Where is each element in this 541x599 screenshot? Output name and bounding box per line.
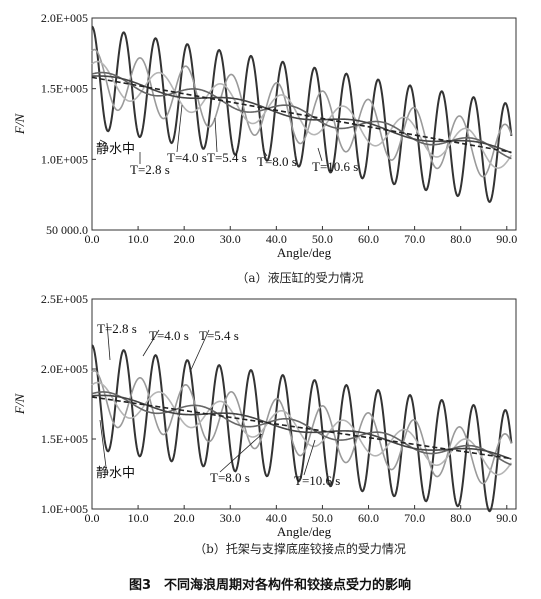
x-tick-label: 40.0	[266, 232, 287, 246]
plot-frame	[91, 298, 517, 510]
annotation-leader	[303, 439, 316, 476]
annotation-label: T=5.4 s	[207, 150, 247, 165]
y-tick-label: 1.5E+005	[41, 432, 88, 446]
annotation-leader	[99, 139, 107, 144]
series-line-1	[91, 344, 513, 513]
annotation-label: T=2.8 s	[130, 162, 170, 177]
annotation-leader	[142, 329, 160, 357]
y-tick-label: 2.0E+005	[41, 362, 88, 376]
caption-a: （a）液压缸的受力情况	[236, 270, 363, 285]
series-line-4	[91, 71, 512, 160]
y-tick-label: 50 000.0	[46, 223, 88, 237]
x-tick-label: 50.0	[312, 232, 333, 246]
series-line-0	[91, 396, 512, 460]
x-axis-label: Angle/deg	[277, 524, 332, 539]
annotation-label: 静水中	[96, 465, 135, 480]
x-tick-label: 50.0	[312, 511, 333, 525]
annotation-leader	[99, 419, 107, 468]
x-axis-label: Angle/deg	[277, 245, 332, 260]
series-line-2	[91, 48, 513, 178]
x-tick-label: 30.0	[220, 232, 241, 246]
x-tick-label: 90.0	[496, 511, 517, 525]
annotation-leader	[106, 322, 111, 361]
x-tick-label: 90.0	[496, 232, 517, 246]
x-tick-label: 70.0	[404, 232, 425, 246]
series-line-3	[91, 381, 513, 476]
annotation-leader	[219, 433, 263, 473]
figure-caption: 图3 不同海浪周期对各构件和铰接点受力的影响	[129, 577, 411, 593]
series-line-0	[91, 76, 512, 154]
annotation-label: 静水中	[96, 141, 135, 156]
x-tick-label: 0.0	[85, 232, 100, 246]
annotation-label: T=8.0 s	[210, 470, 250, 485]
annotation-label: T=5.4 s	[199, 328, 239, 343]
annotation-label: T=10.6 s	[312, 159, 358, 174]
series-line-4	[91, 391, 512, 466]
x-tick-label: 10.0	[128, 511, 149, 525]
y-axis-label: F/N	[12, 113, 27, 136]
series-line-5	[91, 394, 512, 460]
y-tick-label: 1.0E+005	[41, 502, 88, 516]
annotation-label: T=4.0 s	[149, 328, 189, 343]
annotation-leader	[262, 149, 268, 157]
x-tick-label: 80.0	[450, 511, 471, 525]
y-axis-label: F/N	[12, 393, 27, 416]
series-line-5	[91, 75, 512, 154]
annotation-leader	[189, 329, 210, 373]
caption-b: （b）托架与支撑底座铰接点的受力情况	[194, 541, 406, 556]
x-tick-label: 30.0	[220, 511, 241, 525]
annotation-label: T=2.8 s	[97, 321, 137, 336]
panel-b: 0.0 10.0 20.0 30.0 40.0 50.0 60.0 70.0 80.0 90.0 1…	[12, 292, 517, 539]
annotation-label: T=8.0 s	[257, 154, 297, 169]
series-line-3	[91, 60, 513, 169]
x-tick-label: 20.0	[174, 232, 195, 246]
y-tick-label: 1.5E+005	[41, 82, 88, 96]
annotation-label: T=10.6 s	[294, 473, 340, 488]
x-tick-label: 60.0	[358, 511, 379, 525]
x-tick-label: 10.0	[128, 232, 149, 246]
y-tick-label: 2.0E+005	[41, 11, 88, 25]
x-tick-label: 0.0	[85, 511, 100, 525]
y-tick-label: 1.0E+005	[41, 152, 88, 166]
y-tick-label: 2.5E+005	[41, 292, 88, 306]
x-tick-label: 80.0	[450, 232, 471, 246]
x-tick-label: 40.0	[266, 511, 287, 525]
annotation-leader	[214, 117, 218, 153]
annotation-leader	[176, 104, 183, 153]
x-tick-label: 70.0	[404, 511, 425, 525]
series-line-2	[91, 370, 513, 485]
annotation-leader	[317, 147, 323, 162]
x-tick-label: 60.0	[358, 232, 379, 246]
panel-a: 0.0 10.0 20.0 30.0 40.0 50.0 60.0 70.0 80.0 90.0 5…	[12, 11, 517, 260]
annotation-label: T=4.0 s	[167, 150, 207, 165]
plot-frame	[91, 17, 517, 231]
x-tick-label: 20.0	[174, 511, 195, 525]
